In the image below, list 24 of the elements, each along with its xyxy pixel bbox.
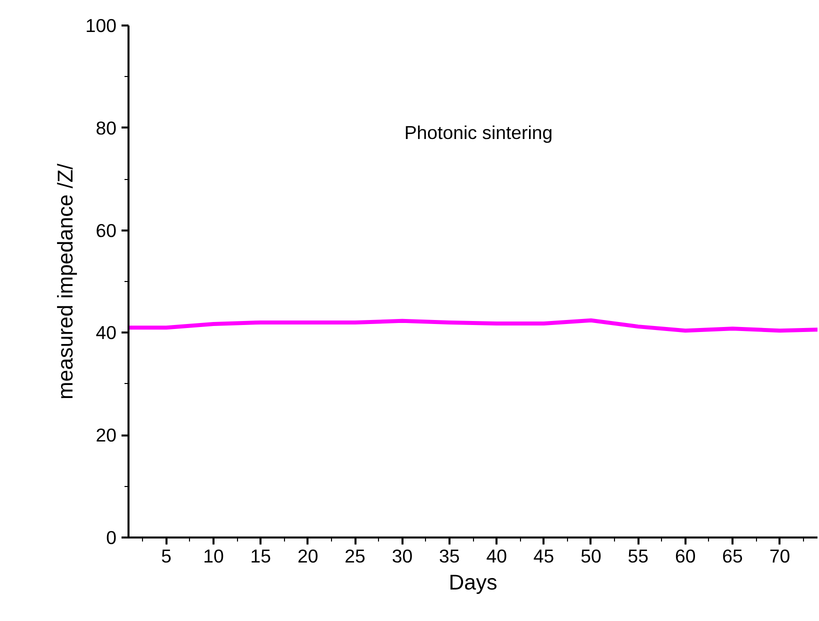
y-tick-label: 40 [96, 322, 117, 344]
y-tick-label: 100 [85, 15, 117, 36]
x-tick-label: 65 [722, 546, 743, 566]
x-tick-label: 10 [203, 546, 224, 566]
annotation: Photonic sintering [404, 122, 553, 143]
x-tick-label: 35 [439, 546, 460, 566]
y-tick-label: 80 [96, 117, 117, 138]
x-tick-label: 25 [344, 546, 366, 566]
x-tick-label: 70 [769, 546, 790, 566]
line-series [128, 318, 818, 333]
x-tick-label: 50 [580, 546, 602, 566]
x-tick-label: 30 [392, 546, 413, 566]
x-tick-label: 5 [161, 546, 172, 566]
x-tick-label: 55 [628, 546, 649, 566]
x-tick-label: 15 [250, 546, 272, 566]
y-tick-label: 60 [96, 220, 117, 241]
x-tick-label: 60 [674, 546, 696, 566]
x-tick-label: 20 [297, 546, 318, 566]
x-tick-label: 45 [533, 546, 554, 566]
y-axis-title: measured impedance /Z/ [53, 163, 78, 400]
x-axis-title: Days [448, 570, 498, 594]
y-tick-label: 0 [106, 527, 117, 548]
y-tick-label: 20 [96, 424, 117, 446]
x-tick-label: 40 [486, 546, 507, 566]
